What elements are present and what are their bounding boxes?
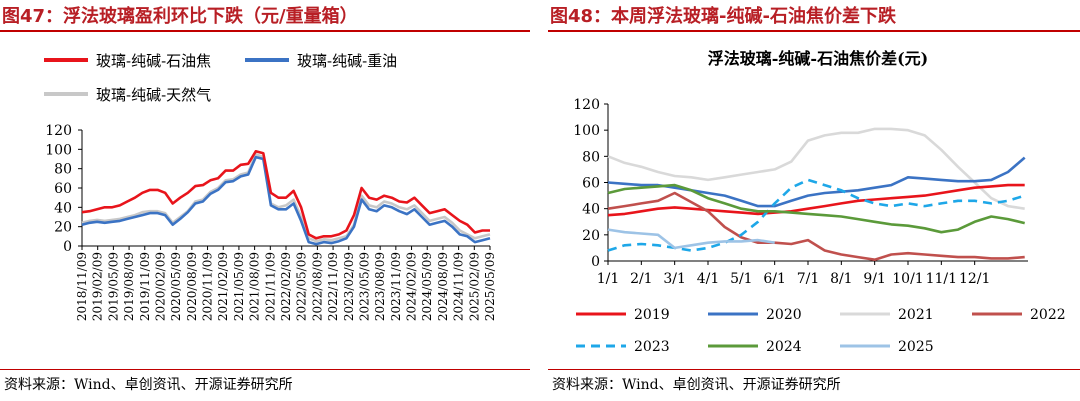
legend-label: 玻璃-纯碱-石油焦 [96,52,211,70]
y-tick-label: 20 [54,220,72,236]
x-tick-label: 2024/02/09 [405,252,419,321]
legend-label: 2022 [1030,307,1066,323]
x-tick-label: 1/1 [597,271,620,287]
legend-label: 2023 [634,339,670,355]
series-line-2022 [607,191,1025,261]
source-rule [548,369,1080,370]
source-note: 资料来源：Wind、卓创资讯、开源证券研究所 [552,377,841,393]
source-note: 资料来源：Wind、卓创资讯、开源证券研究所 [4,377,293,393]
y-tick-label: 40 [54,200,72,216]
x-tick-label: 2019/08/09 [122,252,136,321]
series-line-2024 [607,183,1026,234]
legend-label: 2020 [766,307,802,323]
legend-item-2021: 2021 [840,307,934,323]
legend-item-2019: 2019 [576,307,670,323]
title-rule [548,30,1080,32]
x-tick-label: 2021/08/09 [248,252,262,321]
legend-item-2025: 2025 [840,339,934,355]
x-tick-label: 2023/05/09 [357,252,371,321]
y-tick-label: 0 [591,254,600,270]
legend-label: 玻璃-纯碱-天然气 [96,86,211,104]
series-line-2019 [607,183,1025,217]
x-tick-label: 2020/11/09 [201,252,215,321]
y-tick-label: 100 [45,142,72,158]
legend-item-1: 玻璃-纯碱-石油焦 [44,52,211,70]
x-tick-label: 2022/11/09 [326,252,340,321]
y-tick-label: 80 [54,162,72,178]
y-tick-label: 80 [582,149,600,165]
legend-item-2: 玻璃-纯碱-重油 [245,52,397,70]
series-line-2020 [607,156,1026,208]
x-tick-label: 2018/11/09 [75,252,89,321]
legend-item-2020: 2020 [708,307,802,323]
series-line-2025 [607,228,775,250]
y-tick-label: 120 [45,123,72,139]
legend-item-2022: 2022 [972,307,1066,323]
x-tick-label: 2019/02/09 [91,252,105,321]
figure-title: 图48：本周浮法玻璃-纯碱-石油焦价差下跌 [550,6,896,27]
x-tick-label: 2/1 [630,271,653,287]
x-tick-label: 5/1 [730,271,753,287]
y-tick-label: 100 [573,123,600,139]
x-tick-label: 10/1 [892,271,923,287]
x-tick-label: 2024/05/09 [420,252,434,321]
chart-title: 浮法玻璃-纯碱-石油焦价差(元) [708,49,928,68]
x-tick-label: 2024/11/09 [452,252,466,321]
y-tick-label: 60 [54,181,72,197]
series-line-2023 [607,178,1026,252]
x-tick-label: 12/1 [959,271,990,287]
x-tick-label: 2019/05/09 [106,252,120,321]
legend-label: 2021 [898,307,934,323]
series-line-2021 [607,127,1025,210]
x-tick-label: 2025/02/09 [467,252,481,321]
x-tick-label: 2022/02/09 [279,252,293,321]
x-tick-label: 2021/02/09 [216,252,230,321]
legend-label: 2019 [634,307,670,323]
legend-label: 玻璃-纯碱-重油 [297,52,397,70]
x-tick-label: 2024/08/09 [436,252,450,321]
x-tick-label: 2021/11/09 [263,252,277,321]
y-tick-label: 0 [63,239,72,255]
x-tick-label: 6/1 [763,271,786,287]
x-tick-label: 9/1 [863,271,886,287]
y-tick-label: 20 [582,228,600,244]
spread-line-chart: 浮法玻璃-纯碱-石油焦价差(元) 0 20 40 60 80 100 120 1/1 2/1 3/1… [573,49,1066,355]
left-figure: 图47：浮法玻璃盈利环比下跌（元/重量箱） 玻璃-纯碱-石油焦 玻璃-纯碱-重油玻… [0,0,530,401]
x-tick-label: 2023/08/09 [373,252,387,321]
right-figure: 图48：本周浮法玻璃-纯碱-石油焦价差下跌 浮法玻璃-纯碱-石油焦价差(元) 0 2… [548,0,1080,401]
x-tick-label: 8/1 [830,271,853,287]
y-tick-label: 40 [582,202,600,218]
source-rule [0,369,530,370]
series-line-1 [81,150,490,240]
x-tick-label: 2023/02/09 [342,252,356,321]
series-line-3 [81,152,491,243]
title-rule [0,30,530,32]
legend-label: 2024 [766,339,802,355]
x-tick-label: 2020/08/09 [185,252,199,321]
x-tick-label: 2022/08/09 [310,252,324,321]
legend-item-2024: 2024 [708,339,802,355]
y-tick-label: 60 [582,176,600,192]
x-tick-label: 2021/05/09 [232,252,246,321]
legend-label: 2025 [898,339,934,355]
x-tick-label: 7/1 [797,271,820,287]
x-tick-label: 11/1 [926,271,957,287]
y-tick-label: 120 [573,97,600,113]
legend-item-2023: 2023 [576,339,670,355]
x-tick-label: 4/1 [697,271,720,287]
series-line-2 [81,155,491,246]
figure-title: 图47：浮法玻璃盈利环比下跌（元/重量箱） [2,6,358,27]
x-tick-label: 2020/05/09 [169,252,183,321]
x-tick-label: 2022/05/09 [295,252,309,321]
x-tick-label: 3/1 [663,271,686,287]
x-tick-label: 2023/11/09 [389,252,403,321]
x-tick-label: 2025/05/09 [483,252,497,321]
x-tick-label: 2019/11/09 [138,252,152,321]
legend-item-3: 玻璃-纯碱-天然气 [44,86,211,104]
x-tick-label: 2020/02/09 [153,252,167,321]
